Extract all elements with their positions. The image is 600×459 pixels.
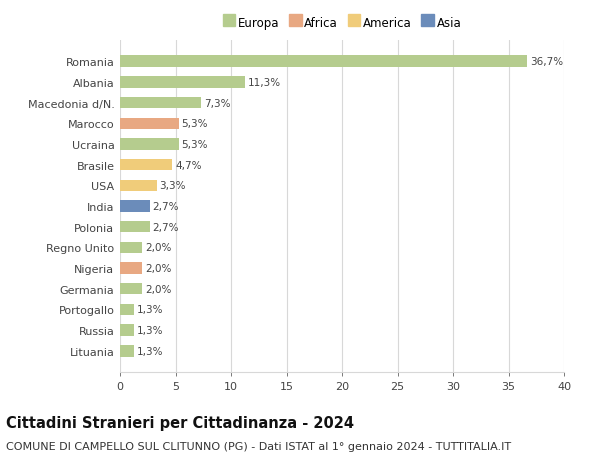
Text: 2,0%: 2,0% bbox=[145, 263, 172, 274]
Text: 2,7%: 2,7% bbox=[153, 222, 179, 232]
Text: 3,3%: 3,3% bbox=[160, 181, 186, 191]
Bar bbox=[120, 222, 150, 233]
Bar bbox=[120, 98, 201, 109]
Text: 36,7%: 36,7% bbox=[530, 57, 563, 67]
Text: 2,7%: 2,7% bbox=[153, 202, 179, 212]
Text: 11,3%: 11,3% bbox=[248, 78, 281, 88]
Bar bbox=[120, 263, 142, 274]
Bar bbox=[120, 304, 134, 315]
Bar bbox=[120, 77, 245, 88]
Text: 5,3%: 5,3% bbox=[182, 119, 208, 129]
Text: 1,3%: 1,3% bbox=[137, 305, 164, 315]
Bar bbox=[120, 118, 179, 129]
Legend: Europa, Africa, America, Asia: Europa, Africa, America, Asia bbox=[220, 14, 464, 32]
Text: 1,3%: 1,3% bbox=[137, 346, 164, 356]
Text: 2,0%: 2,0% bbox=[145, 243, 172, 253]
Bar bbox=[120, 242, 142, 253]
Text: 2,0%: 2,0% bbox=[145, 284, 172, 294]
Text: 5,3%: 5,3% bbox=[182, 140, 208, 150]
Text: Cittadini Stranieri per Cittadinanza - 2024: Cittadini Stranieri per Cittadinanza - 2… bbox=[6, 415, 354, 431]
Bar bbox=[120, 139, 179, 150]
Bar bbox=[120, 284, 142, 295]
Text: 7,3%: 7,3% bbox=[204, 98, 230, 108]
Bar bbox=[120, 180, 157, 191]
Bar bbox=[120, 325, 134, 336]
Bar bbox=[120, 160, 172, 171]
Text: 1,3%: 1,3% bbox=[137, 325, 164, 336]
Bar bbox=[120, 201, 150, 212]
Bar bbox=[120, 346, 134, 357]
Text: 4,7%: 4,7% bbox=[175, 160, 202, 170]
Text: COMUNE DI CAMPELLO SUL CLITUNNO (PG) - Dati ISTAT al 1° gennaio 2024 - TUTTITALI: COMUNE DI CAMPELLO SUL CLITUNNO (PG) - D… bbox=[6, 441, 511, 451]
Bar bbox=[120, 56, 527, 67]
